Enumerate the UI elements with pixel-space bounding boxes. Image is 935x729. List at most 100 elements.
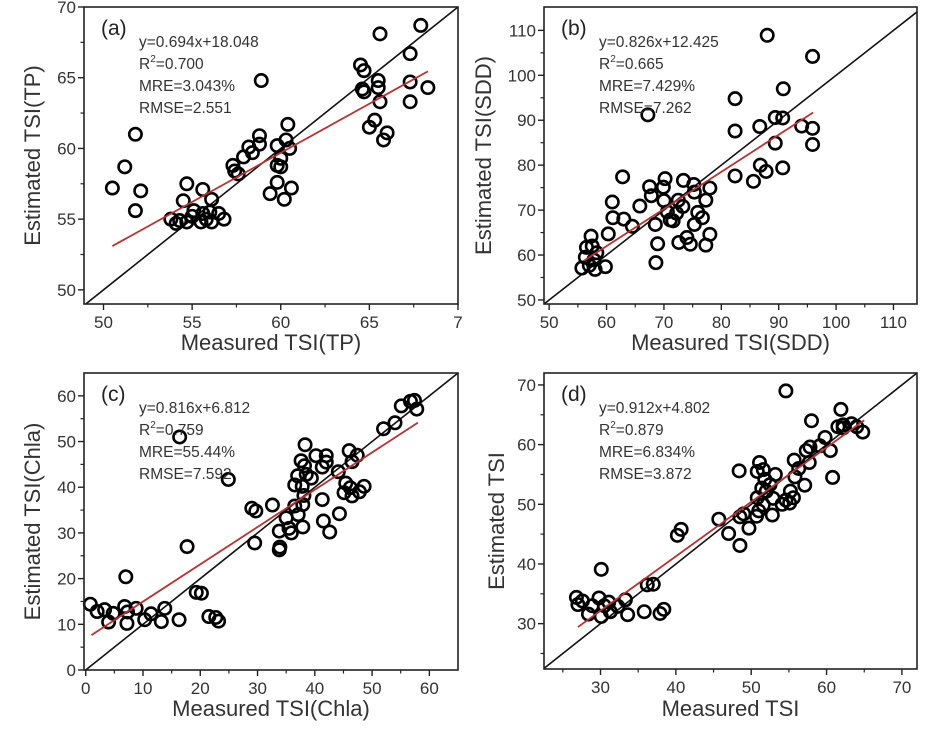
data-point <box>698 192 714 208</box>
data-point <box>251 128 267 144</box>
data-point <box>168 215 184 231</box>
data-point <box>296 487 312 503</box>
data-point <box>825 469 841 485</box>
regression-line <box>90 421 419 636</box>
data-point <box>253 73 269 89</box>
data-point <box>636 604 652 620</box>
data-point <box>632 198 648 214</box>
data-point <box>127 126 143 142</box>
data-point <box>639 577 655 593</box>
y-tick-label: 65 <box>57 69 76 88</box>
data-point <box>128 600 144 616</box>
data-point <box>822 443 838 459</box>
data-point <box>721 526 737 542</box>
y-tick-label: 20 <box>57 570 76 589</box>
data-point <box>643 188 659 204</box>
x-tick-label: 55 <box>183 313 202 332</box>
x-tick-label: 50 <box>94 313 113 332</box>
data-point <box>120 604 136 620</box>
data-point <box>370 80 386 96</box>
data-point <box>331 506 347 522</box>
rmse-text: RMSE=3.872 <box>599 466 692 483</box>
data-point <box>802 439 818 455</box>
data-point <box>817 429 833 445</box>
regression-line <box>577 419 865 628</box>
data-point <box>227 163 243 179</box>
x-tick-label: 90 <box>769 313 788 332</box>
data-point <box>315 513 331 529</box>
data-point <box>247 535 263 551</box>
panel-c: 0 10 20 30 40 50 60 0 10 20 30 40 50 60 Measured TSI(C… <box>20 372 459 721</box>
y-tick-label: 60 <box>517 246 536 265</box>
data-point <box>272 539 288 555</box>
data-point <box>774 496 790 512</box>
one-to-one-line <box>544 10 917 304</box>
x-tick-label: 70 <box>892 678 911 697</box>
x-tick-label: 50 <box>363 679 382 698</box>
data-point <box>127 203 143 219</box>
data-point <box>356 478 372 494</box>
data-point <box>686 184 702 200</box>
data-point <box>645 576 661 592</box>
y-tick-label: 90 <box>517 111 536 130</box>
data-point <box>797 477 813 493</box>
rmse-text: RMSE=2.551 <box>139 100 232 117</box>
y-tick-label: 100 <box>508 66 536 85</box>
y-tick-label: 50 <box>57 281 76 300</box>
x-tick-label: 50 <box>742 678 761 697</box>
data-point <box>303 470 319 486</box>
data-point <box>647 216 663 232</box>
data-point <box>402 74 418 90</box>
equation-text: y=0.694x+18.048 <box>139 34 259 51</box>
data-point <box>276 191 292 207</box>
data-point <box>295 519 311 535</box>
data-point <box>118 569 134 585</box>
one-to-one-line <box>84 7 458 304</box>
data-point <box>589 245 605 261</box>
data-point <box>804 413 820 429</box>
data-point <box>775 160 791 176</box>
data-point <box>251 136 267 152</box>
data-point <box>648 255 664 271</box>
y-tick-label: 0 <box>67 661 76 680</box>
panel-label: (d) <box>561 383 587 406</box>
data-point <box>338 475 354 491</box>
data-point <box>767 110 783 126</box>
x-tick-label: 60 <box>817 678 836 697</box>
data-point <box>264 497 280 513</box>
regression-line <box>583 111 814 262</box>
data-point <box>642 179 658 195</box>
data-point <box>322 524 338 540</box>
data-point <box>105 605 121 621</box>
data-point <box>283 525 299 541</box>
x-tick-label: 100 <box>822 313 850 332</box>
panel-label: (a) <box>101 17 127 40</box>
data-point <box>711 511 727 527</box>
data-point <box>356 84 372 100</box>
data-point <box>727 168 743 184</box>
x-axis-label: Measured TSI(Chla) <box>172 696 370 721</box>
x-tick-label: 70 <box>654 313 673 332</box>
y-tick-label: 60 <box>57 139 76 158</box>
y-tick-label: 70 <box>57 0 76 17</box>
data-point <box>376 132 392 148</box>
x-tick-label: 0 <box>81 679 90 698</box>
y-axis-label: Estimated TSI <box>484 452 509 590</box>
data-point <box>727 123 743 139</box>
data-point <box>605 210 621 226</box>
data-point <box>367 112 383 128</box>
equation-text: y=0.912x+4.802 <box>599 400 710 417</box>
data-point <box>297 437 313 453</box>
x-tick-label: 60 <box>420 679 439 698</box>
data-point <box>356 63 372 79</box>
data-point <box>308 448 324 464</box>
data-point <box>193 585 209 601</box>
mre-text: MRE=55.44% <box>139 444 235 461</box>
data-point <box>153 614 169 630</box>
mre-text: MRE=7.429% <box>599 78 695 95</box>
data-point <box>376 421 392 437</box>
data-point <box>758 163 774 179</box>
x-tick-label: 50 <box>540 313 559 332</box>
x-tick-label: 20 <box>191 679 210 698</box>
x-tick-label: 65 <box>360 313 379 332</box>
